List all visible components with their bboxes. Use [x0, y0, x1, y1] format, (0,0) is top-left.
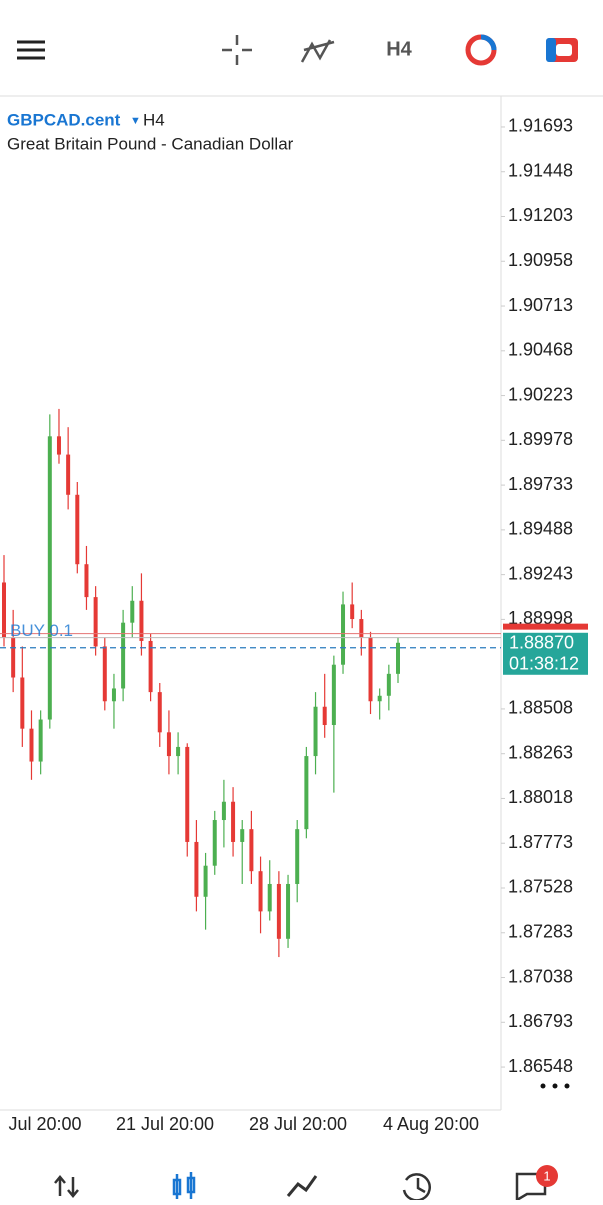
quotes-tab[interactable] [54, 1175, 79, 1198]
current-price-label: 1.88870 [509, 633, 574, 653]
candle-body [212, 820, 217, 866]
candle-body [313, 706, 318, 757]
trade-tab[interactable] [286, 1175, 318, 1197]
candle-body [240, 829, 245, 842]
candle-body [350, 604, 355, 620]
candle-body [295, 829, 300, 884]
candle-body [377, 695, 382, 702]
candle-body [276, 883, 281, 939]
candle-body [185, 746, 190, 842]
y-tick-label: 1.90958 [508, 250, 573, 270]
crosshair-button[interactable] [222, 35, 252, 65]
symbol-description: Great Britain Pound - Canadian Dollar [7, 134, 294, 153]
candle-body [396, 642, 400, 674]
candle-body [2, 582, 6, 638]
candle-body [56, 436, 61, 455]
y-tick-label: 1.86548 [508, 1056, 573, 1076]
more-button[interactable] [540, 1083, 570, 1089]
candle-body [194, 841, 199, 897]
chart-timeframe: H4 [143, 110, 165, 129]
candle-body [322, 706, 327, 726]
y-tick-label: 1.91448 [508, 160, 573, 180]
y-tick-label: 1.86793 [508, 1011, 573, 1031]
candle-body [111, 688, 116, 702]
badge [536, 1165, 558, 1187]
candle-body [359, 619, 364, 638]
y-tick-label: 1.88508 [508, 698, 573, 718]
chart-tab[interactable] [172, 1172, 196, 1199]
y-tick-label: 1.87528 [508, 877, 573, 897]
y-tick-label: 1.88018 [508, 787, 573, 807]
candle-body [102, 646, 107, 702]
candle-body [258, 871, 263, 912]
candle-body [66, 454, 71, 495]
chart-type-button[interactable] [465, 34, 497, 66]
history-tab[interactable] [402, 1173, 431, 1202]
candle-body [341, 604, 346, 665]
candle-body [148, 640, 153, 693]
candle-body [84, 564, 89, 598]
candle-body [267, 883, 272, 912]
candle-body [286, 883, 291, 939]
y-tick-label: 1.91203 [508, 205, 573, 225]
x-tick-label: 28 Jul 20:00 [249, 1114, 347, 1134]
y-tick-label: 1.89978 [508, 429, 573, 449]
y-tick-label: 1.87038 [508, 966, 573, 986]
y-tick-label: 1.87283 [508, 922, 573, 942]
candle-body [231, 801, 236, 842]
y-tick-label: 1.87773 [508, 832, 573, 852]
candle-body [166, 732, 171, 757]
candle-body [331, 664, 336, 726]
order-price-marker [503, 623, 588, 630]
timeframe-button[interactable]: H4 [386, 38, 412, 60]
candle-body [176, 746, 181, 757]
candle-body [75, 494, 80, 565]
candle-body [47, 436, 52, 720]
candle-body [121, 622, 126, 689]
candle-body [20, 677, 25, 729]
y-tick-label: 1.90468 [508, 340, 573, 360]
x-tick-label: Jul 20:00 [8, 1114, 81, 1134]
y-tick-label: 1.89488 [508, 519, 573, 539]
badge-count: 1 [543, 1168, 550, 1183]
x-tick-label: 4 Aug 20:00 [383, 1114, 479, 1134]
candle-body [29, 728, 34, 762]
symbol[interactable]: GBPCAD.cent [7, 110, 121, 129]
x-tick-label: 21 Jul 20:00 [116, 1114, 214, 1134]
menu-button[interactable] [17, 40, 45, 60]
current-price-tag [503, 632, 588, 675]
candle-body [157, 692, 162, 733]
candle-body [139, 600, 144, 641]
y-tick-label: 1.90223 [508, 384, 573, 404]
y-tick-label: 1.89733 [508, 474, 573, 494]
candle-body [203, 865, 208, 897]
indicators-button[interactable] [300, 39, 335, 63]
symbol-dropdown-arrow[interactable]: ▼ [130, 115, 141, 127]
candle-timer: 01:38:12 [509, 654, 579, 674]
candle-body [221, 801, 226, 821]
candle-body [11, 637, 16, 678]
trade-button[interactable] [546, 38, 578, 62]
y-tick-label: 1.89243 [508, 563, 573, 583]
candle-body [93, 597, 98, 647]
candle-body [304, 756, 309, 830]
candle-body [386, 673, 391, 696]
plot: 1.91693 1.91448 1.91203 1.90958 1.90713 1.904… [0, 116, 588, 1134]
y-tick-label: 1.90713 [508, 295, 573, 315]
candle-body [368, 637, 373, 702]
y-tick-label: 1.91693 [508, 116, 573, 136]
y-tick-label: 1.88263 [508, 742, 573, 762]
candle-body [38, 719, 43, 762]
y-tick-label: 1.88998 [508, 608, 573, 628]
order-label: BUY 0.1 [10, 621, 73, 640]
candle-body [249, 829, 254, 872]
candle-body [130, 600, 135, 623]
